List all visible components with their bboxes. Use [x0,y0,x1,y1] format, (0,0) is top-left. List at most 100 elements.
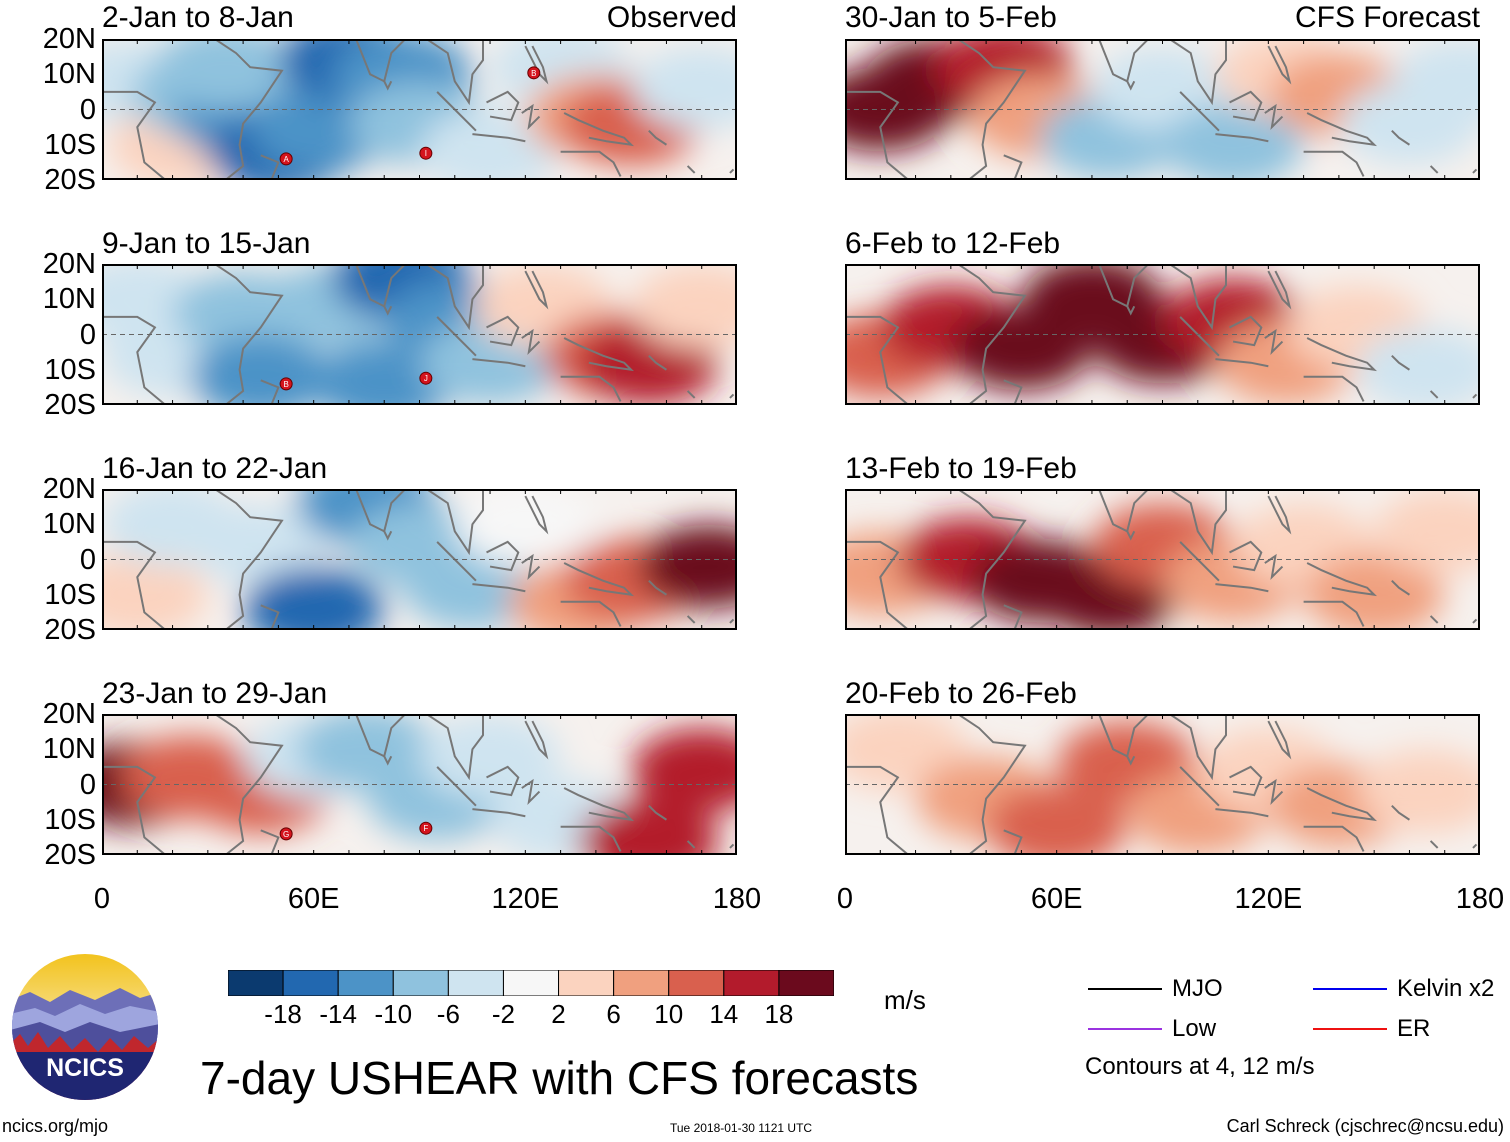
svg-text:NCICS: NCICS [46,1054,124,1082]
coastline [486,315,520,347]
coastline [1429,840,1439,849]
coastline [1306,112,1377,147]
coastline [486,765,520,797]
coastline [486,540,520,572]
shear-value-cell [1374,489,1480,574]
coastline [1472,843,1478,849]
coastline [383,755,393,766]
storm-marker [279,152,293,166]
x-tick-label: 120E [491,883,560,915]
panel-title: 20-Feb to 26-Feb [845,677,1077,710]
coastline [383,80,393,91]
coastline [260,604,280,630]
storm-marker [419,146,433,160]
coastline [560,375,622,402]
coastline [1391,129,1410,146]
coastline [686,390,696,399]
coastline [729,843,735,849]
coastline [686,165,696,174]
panel-title: 2-Jan to 8-Jan [102,1,294,34]
coastline [1391,579,1410,596]
colorbar-swatch [723,970,780,996]
storm-label: J [424,374,428,383]
coastline [957,264,1027,405]
coastline [1003,604,1023,630]
coastline [1215,808,1269,818]
colorbar-tick-label: -10 [374,999,413,1029]
storm-marker [279,377,293,391]
coastline [1267,495,1292,535]
coastline [1267,270,1292,310]
legend-label: Low [1172,1015,1217,1042]
storm-label: I [425,149,427,158]
y-tick-label: 20N [42,698,96,730]
shear-value-cell [638,524,737,609]
shear-value-cell [1304,552,1445,630]
coastline [563,337,634,372]
colorbar-tick-label: 10 [654,999,684,1029]
timestamp: Tue 2018-01-30 1121 UTC [670,1121,813,1135]
coastline [303,264,484,331]
credit: Carl Schreck (cjschrec@ncsu.edu) [1226,1116,1504,1136]
coastline [1046,489,1227,556]
storm-label: A [283,155,289,164]
coastline [260,829,280,855]
legend-label: MJO [1172,975,1223,1002]
coastline [1229,315,1263,347]
shear-value-cell [1357,749,1480,834]
coastline [214,264,284,405]
shear-value-cell [1392,39,1480,124]
coastline [214,39,284,180]
coastline [1267,720,1292,760]
coastline [845,540,910,630]
coastline [1229,90,1263,122]
shear-value-cell [155,39,296,110]
y-tick-label: 20S [44,614,96,646]
y-tick-label: 10S [44,128,96,161]
coastline [1126,755,1136,766]
x-tick-label: 180 [712,883,762,915]
site-link[interactable]: ncics.org/mjo [2,1116,109,1136]
coastline [560,600,622,627]
y-tick-label: 10S [44,353,96,386]
coastline [102,540,167,630]
colorbar-swatch [668,970,725,996]
coastline [957,714,1027,855]
coastline [303,714,484,781]
coastline [563,112,634,147]
coastline [957,489,1027,630]
storm-marker [279,827,293,841]
storm-marker [419,821,433,835]
y-tick-label: 20N [42,23,96,55]
colorbar-swatch [282,970,339,996]
coastline [524,720,549,760]
shear-value-cell [314,341,455,405]
coastline [383,305,393,316]
coastline [686,615,696,624]
coastline [1303,150,1365,177]
coastline [472,808,526,818]
coastline [1306,337,1377,372]
y-tick-label: 0 [79,93,96,126]
coastline [1303,600,1365,627]
colorbar-tick-label: 6 [606,999,621,1029]
coastline [560,150,622,177]
shear-value-cell [1357,327,1480,405]
colorbar-tick-label: -2 [491,999,516,1029]
legend-line [1313,988,1387,990]
x-tick-label: 60E [287,883,340,915]
coastline [686,840,696,849]
y-tick-label: 10N [42,508,96,541]
ncics-logo: NCICS [12,954,158,1100]
panel-title: 9-Jan to 15-Jan [102,227,311,260]
shear-panel: BJ [102,264,737,405]
y-tick-label: 20N [42,248,96,280]
legend-label: Kelvin x2 [1397,975,1495,1002]
coastline [560,825,622,852]
coastline [1267,45,1292,85]
legend-line [1313,1028,1387,1030]
coastline [1126,530,1136,541]
coastline [648,354,667,371]
shear-value-cell [631,46,737,131]
colorbar [228,970,834,996]
